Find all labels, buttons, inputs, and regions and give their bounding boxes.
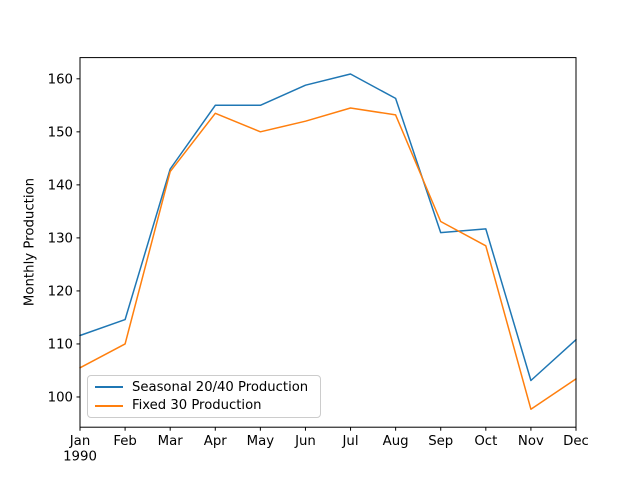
x-tick-label: Jul [342, 434, 359, 449]
legend: Seasonal 20/40 Production Fixed 30 Produ… [87, 375, 321, 418]
x-tick-label: Mar [158, 434, 184, 449]
x-tick-label: Oct [474, 434, 497, 449]
x-tick-label: Feb [113, 434, 137, 449]
y-tick-label: 160 [48, 73, 73, 88]
y-axis-label: Monthly Production [22, 177, 38, 307]
x-tick-label: May [247, 434, 275, 449]
legend-label-fixed: Fixed 30 Production [132, 398, 262, 414]
legend-item-seasonal: Seasonal 20/40 Production [95, 380, 320, 395]
legend-item-fixed: Fixed 30 Production [95, 398, 320, 413]
legend-line-sample-seasonal-icon [95, 386, 123, 389]
x-tick-label: Sep [428, 434, 453, 449]
y-tick-label: 140 [48, 179, 73, 194]
x-tick-label: Aug [383, 434, 409, 449]
x-tick-label: Jun [294, 434, 316, 449]
series-line [79, 73, 577, 382]
legend-label-seasonal: Seasonal 20/40 Production [132, 379, 309, 395]
x-tick-label: Apr [204, 434, 228, 449]
axes-spines [79, 57, 577, 428]
legend-line-sample-fixed-icon [95, 404, 123, 407]
x-tick-year-label: 1990 [63, 450, 97, 465]
x-tick-label: Nov [518, 434, 544, 449]
y-tick-label: 130 [48, 232, 73, 247]
y-tick-label: 120 [48, 285, 73, 300]
y-tick-label: 100 [48, 391, 73, 406]
x-tick-label: Jan [69, 434, 91, 449]
series-line [79, 107, 577, 410]
x-tick-label: Dec [563, 434, 589, 449]
y-tick-label: 150 [48, 126, 73, 141]
y-tick-label: 110 [48, 338, 73, 353]
